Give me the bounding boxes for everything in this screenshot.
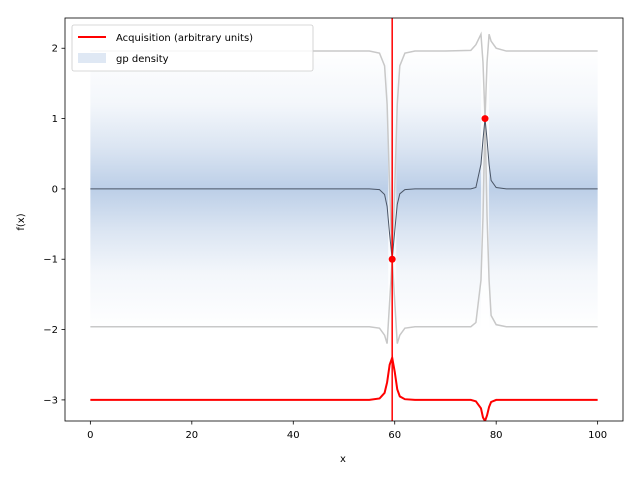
x-axis-label: x (340, 454, 346, 465)
axes-frame (64, 17, 624, 422)
legend-label: gp density (116, 54, 169, 65)
y-tick-label: −1 (43, 255, 58, 266)
density-gap (481, 48, 490, 330)
x-tick-label: 100 (588, 430, 607, 441)
y-tick-label: −3 (43, 395, 58, 406)
legend: Acquisition (arbitrary units) gp density (71, 24, 314, 72)
gp-mean-line (90, 118, 598, 260)
y-tick-label: 0 (52, 184, 58, 195)
x-tick-label: 60 (388, 430, 401, 441)
x-tick-label: 20 (185, 430, 198, 441)
y-tick-label: −2 (43, 325, 58, 336)
axes: 0 20 40 60 80 100 −3 −2 −1 0 1 2 (43, 17, 624, 441)
x-tick-label: 0 (87, 430, 93, 441)
gp-upper-bound-line (90, 31, 598, 260)
legend-swatch-gp-density (78, 53, 106, 63)
gp-lower-bound-line (90, 118, 598, 344)
y-tick-label: 2 (52, 44, 58, 55)
x-tick-label: 40 (287, 430, 300, 441)
x-tick-label: 80 (490, 430, 503, 441)
legend-box (71, 24, 314, 72)
acquisition-line (90, 353, 598, 421)
observation-point (388, 255, 396, 263)
legend-label: Acquisition (arbitrary units) (116, 33, 253, 44)
y-tick-label: 1 (52, 114, 58, 125)
observation-point (481, 115, 489, 123)
plot-area (90, 18, 598, 421)
y-axis-label: f(x) (16, 213, 27, 230)
